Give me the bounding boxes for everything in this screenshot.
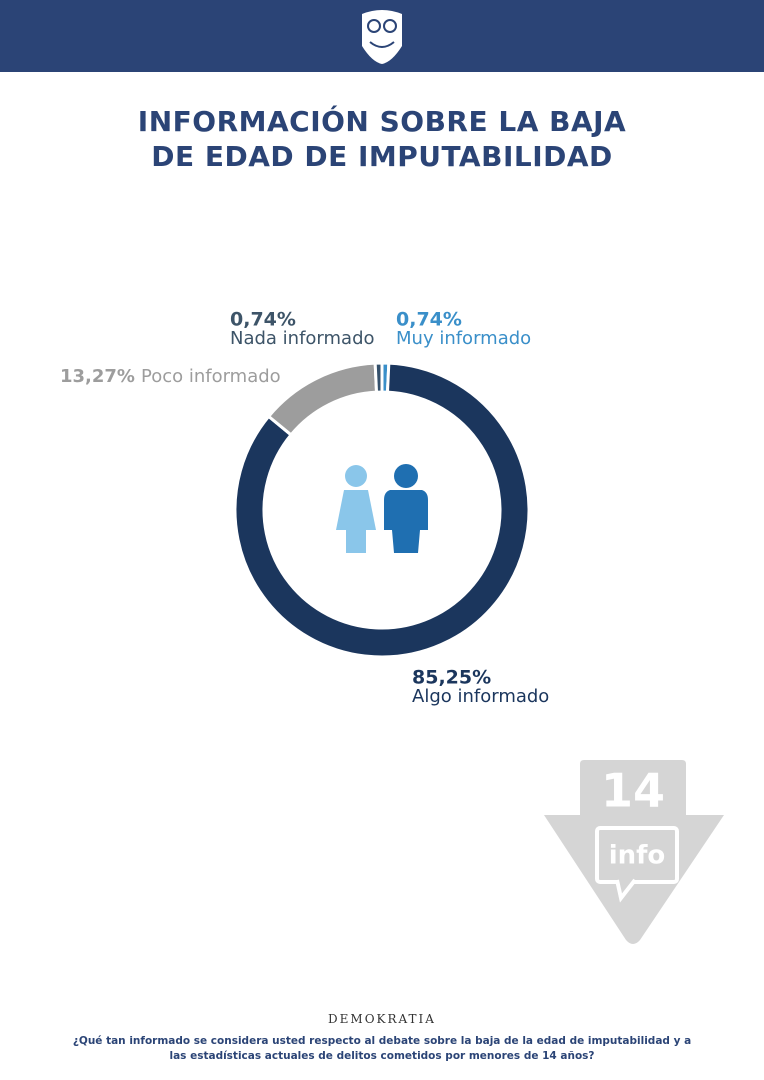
badge [544, 760, 724, 944]
legend-label: Nada informado [230, 328, 375, 349]
data-label-value: 0,74% [396, 309, 462, 331]
owl-logo [362, 10, 402, 64]
data-label-value: 85,25% [412, 667, 491, 689]
legend-label: Algo informado [412, 686, 549, 707]
donut-segment [266, 361, 379, 437]
data-label-value: 13,27% [60, 366, 135, 387]
brand: DEMOKRATIA [328, 1012, 436, 1026]
data-label-value: 0,74% [230, 309, 296, 331]
footnote: ¿Qué tan informado se considera usted re… [72, 1035, 692, 1062]
people-icon [336, 464, 428, 553]
donut [233, 361, 531, 659]
donut-segment [233, 361, 531, 659]
donut-segment [373, 361, 384, 394]
chart-title: INFORMACIÓN SOBRE LA BAJA DE EDAD DE IMP… [137, 105, 627, 173]
legend-label: Poco informado [141, 366, 281, 387]
badge-text: info [609, 841, 666, 871]
data-label: 13,27% Poco informado [60, 366, 281, 387]
legend-label: Muy informado [396, 328, 531, 349]
badge-number: 14 [601, 764, 665, 818]
